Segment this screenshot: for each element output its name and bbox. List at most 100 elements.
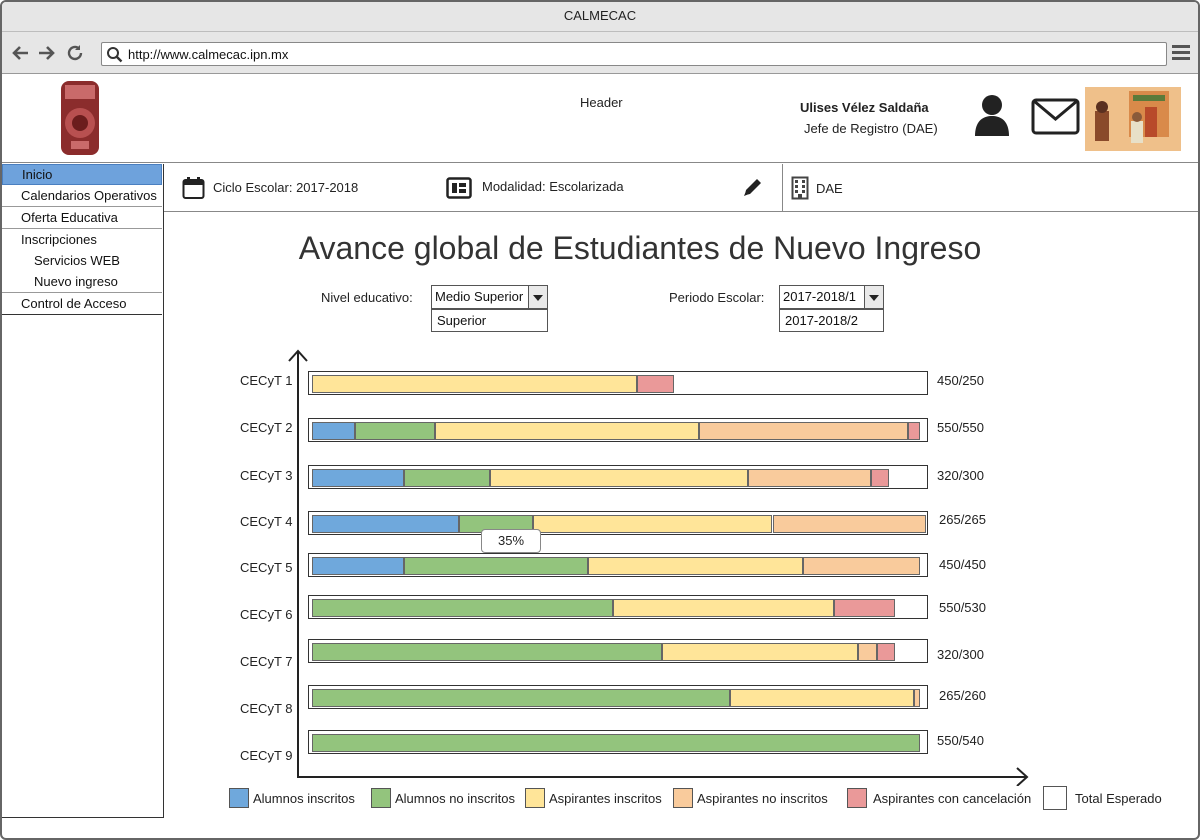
category-label: CECyT 6 — [240, 607, 293, 622]
legend-swatch — [673, 788, 693, 808]
bar-segment-alumnos-no-inscritos[interactable] — [312, 689, 730, 707]
bar-segment-aspirantes-no-inscritos[interactable] — [803, 557, 920, 575]
search-icon — [107, 47, 123, 63]
user-role: Jefe de Registro (DAE) — [804, 121, 938, 136]
chevron-down-icon[interactable] — [864, 286, 883, 308]
total-esperado-bar[interactable] — [308, 595, 928, 619]
sidebar-subitem-nuevo-ingreso[interactable]: Nuevo ingreso — [2, 272, 162, 293]
user-profile-icon[interactable] — [972, 93, 1012, 137]
sidebar-item-inicio[interactable]: Inicio — [2, 164, 162, 185]
bar-segment-alumnos-no-inscritos[interactable] — [312, 599, 613, 617]
legend-label: Aspirantes inscritos — [549, 791, 662, 806]
bar-segment-aspirantes-con-cancelaci-n[interactable] — [907, 422, 920, 440]
y-axis-arrow — [288, 349, 308, 362]
periodo-selected-value: 2017-2018/1 — [783, 289, 857, 304]
bar-segment-aspirantes-inscritos[interactable] — [661, 643, 859, 661]
browser-toolbar: http://www.calmecac.ipn.mx — [2, 32, 1198, 74]
info-divider — [782, 164, 783, 212]
total-esperado-bar[interactable] — [308, 465, 928, 489]
bar-segment-aspirantes-no-inscritos[interactable] — [913, 689, 920, 707]
sidebar-item-inscripciones[interactable]: Inscripciones — [2, 230, 162, 251]
sidebar-item-oferta[interactable]: Oferta Educativa — [2, 208, 162, 229]
bar-segment-alumnos-inscritos[interactable] — [312, 422, 355, 440]
bar-segment-aspirantes-no-inscritos[interactable] — [858, 643, 877, 661]
total-esperado-bar[interactable] — [308, 553, 928, 577]
bar-segment-aspirantes-inscritos[interactable] — [588, 557, 804, 575]
periodo-escolar-label: Periodo Escolar: — [669, 290, 765, 305]
user-name: Ulises Vélez Saldaña — [800, 100, 929, 115]
bar-segment-alumnos-no-inscritos[interactable] — [404, 469, 491, 487]
category-label: CECyT 8 — [240, 701, 293, 716]
category-label: CECyT 2 — [240, 420, 293, 435]
category-label: CECyT 3 — [240, 468, 293, 483]
periodo-escolar-select[interactable]: 2017-2018/1 — [779, 285, 884, 309]
total-esperado-bar[interactable] — [308, 685, 928, 709]
chevron-down-icon[interactable] — [528, 286, 547, 308]
nivel-educativo-label: Nivel educativo: — [321, 290, 413, 305]
bar-segment-aspirantes-inscritos[interactable] — [612, 599, 834, 617]
bar-segment-aspirantes-inscritos[interactable] — [312, 375, 638, 393]
ratio-label: 265/265 — [939, 512, 986, 527]
bar-segment-alumnos-inscritos[interactable] — [312, 557, 405, 575]
bar-segment-aspirantes-con-cancelaci-n[interactable] — [833, 599, 896, 617]
page-header: Header Ulises Vélez Saldaña Jefe de Regi… — [2, 75, 1198, 163]
category-label: CECyT 9 — [240, 748, 293, 763]
total-esperado-bar[interactable] — [308, 418, 928, 442]
bar-segment-aspirantes-con-cancelaci-n[interactable] — [876, 643, 896, 661]
legend-swatch — [1043, 786, 1067, 810]
legend-label: Aspirantes no inscritos — [697, 791, 828, 806]
nivel-option-superior[interactable]: Superior — [431, 309, 548, 332]
total-esperado-bar[interactable] — [308, 511, 928, 535]
chart-axes — [288, 349, 1029, 786]
back-arrow-icon[interactable] — [11, 43, 31, 63]
nivel-educativo-select[interactable]: Medio Superior — [431, 285, 548, 309]
total-esperado-bar[interactable] — [308, 371, 928, 395]
forward-arrow-icon[interactable] — [36, 43, 56, 63]
bar-segment-alumnos-inscritos[interactable] — [312, 515, 460, 533]
hamburger-menu-icon[interactable] — [1172, 45, 1190, 61]
sidebar-nav: Inicio Calendarios Operativos Oferta Edu… — [2, 164, 164, 818]
ratio-label: 265/260 — [939, 688, 986, 703]
window-title: CALMECAC — [2, 2, 1198, 32]
ratio-label: 450/450 — [939, 557, 986, 572]
url-text: http://www.calmecac.ipn.mx — [128, 47, 289, 62]
bar-segment-alumnos-no-inscritos[interactable] — [354, 422, 435, 440]
total-esperado-bar[interactable] — [308, 639, 928, 663]
bar-segment-alumnos-no-inscritos[interactable] — [312, 643, 662, 661]
legend-swatch — [371, 788, 391, 808]
total-esperado-bar[interactable] — [308, 730, 928, 754]
bar-segment-aspirantes-inscritos[interactable] — [533, 515, 773, 533]
bar-segment-aspirantes-con-cancelaci-n[interactable] — [637, 375, 675, 393]
header-label: Header — [580, 95, 623, 110]
bar-segment-alumnos-no-inscritos[interactable] — [312, 734, 920, 752]
bar-segment-aspirantes-no-inscritos[interactable] — [698, 422, 908, 440]
bar-segment-aspirantes-inscritos[interactable] — [729, 689, 914, 707]
pencil-edit-icon[interactable] — [742, 176, 764, 198]
category-label: CECyT 7 — [240, 654, 293, 669]
sidebar-item-calendarios[interactable]: Calendarios Operativos — [2, 186, 162, 207]
address-bar[interactable]: http://www.calmecac.ipn.mx — [101, 42, 1167, 66]
legend-swatch — [525, 788, 545, 808]
info-bar: Ciclo Escolar: 2017-2018 Modalidad: Esco… — [164, 164, 1198, 212]
bar-segment-aspirantes-no-inscritos[interactable] — [772, 515, 926, 533]
ratio-label: 550/550 — [937, 420, 984, 435]
category-label: CECyT 1 — [240, 373, 293, 388]
dependencia-text: DAE — [816, 181, 843, 196]
sidebar-item-control-acceso[interactable]: Control de Acceso — [2, 294, 162, 315]
legend-swatch — [229, 788, 249, 808]
bar-segment-alumnos-inscritos[interactable] — [312, 469, 405, 487]
bar-segment-aspirantes-inscritos[interactable] — [434, 422, 699, 440]
nivel-selected-value: Medio Superior — [435, 289, 524, 304]
reload-icon[interactable] — [65, 43, 85, 63]
sidebar-subitem-servicios-web[interactable]: Servicios WEB — [34, 253, 120, 268]
category-label: CECyT 4 — [240, 514, 293, 529]
ratio-label: 550/540 — [937, 733, 984, 748]
periodo-option-2017-2018-2[interactable]: 2017-2018/2 — [779, 309, 884, 332]
bar-segment-alumnos-no-inscritos[interactable] — [404, 557, 589, 575]
bar-segment-aspirantes-inscritos[interactable] — [490, 469, 748, 487]
bar-segment-aspirantes-con-cancelaci-n[interactable] — [870, 469, 890, 487]
mail-icon[interactable] — [1031, 98, 1080, 135]
x-axis-arrow — [1016, 767, 1029, 786]
bar-segment-aspirantes-no-inscritos[interactable] — [747, 469, 871, 487]
ratio-label: 450/250 — [937, 373, 984, 388]
